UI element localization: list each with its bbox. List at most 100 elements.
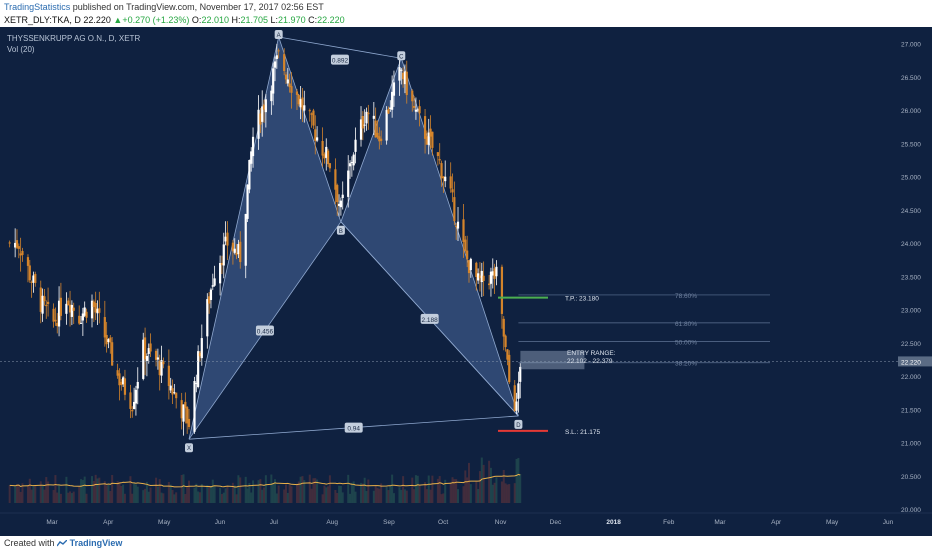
candle-body xyxy=(41,295,44,314)
volume-bar xyxy=(385,486,388,503)
candle-body xyxy=(78,315,81,324)
volume-bar xyxy=(301,476,304,503)
volume-bar xyxy=(295,483,298,503)
candle-body xyxy=(122,377,125,385)
candle-body xyxy=(72,307,75,311)
candle-body xyxy=(272,68,275,94)
volume-bar xyxy=(374,484,377,503)
candle-body xyxy=(451,189,454,193)
candle-body xyxy=(111,342,114,366)
volume-bar xyxy=(231,482,234,503)
volume-bar xyxy=(372,490,375,503)
author-link[interactable]: TradingStatistics xyxy=(4,2,71,12)
candle-body xyxy=(361,116,364,129)
candle-body xyxy=(208,296,211,304)
candle-body xyxy=(469,258,472,271)
candles[interactable] xyxy=(8,43,522,436)
y-tick-label: 25.000 xyxy=(901,175,921,182)
candle-body xyxy=(310,113,313,115)
candle-body xyxy=(198,352,202,357)
volume-bar xyxy=(78,486,81,503)
volume-bar xyxy=(19,491,22,503)
volume-bar xyxy=(491,484,494,503)
volume-bar xyxy=(277,485,280,503)
axes: 27.000 26.500 26.000 25.500 25.000 24.500 24.0… xyxy=(0,42,932,526)
x-tick-label: Oct xyxy=(438,519,448,526)
candle-body xyxy=(385,110,388,141)
candle-body xyxy=(286,79,289,84)
volume-bar xyxy=(186,486,189,503)
harmonic-pattern[interactable] xyxy=(188,35,519,440)
volume-bar xyxy=(488,460,491,503)
candle-body xyxy=(175,392,178,399)
y-tick-label: 21.500 xyxy=(901,407,921,414)
volume-bar xyxy=(111,475,114,503)
candle-body xyxy=(52,308,55,322)
x-tick-label: Feb xyxy=(663,519,675,526)
candle-body xyxy=(231,242,235,252)
volume-bar xyxy=(376,487,379,503)
volume-bar xyxy=(508,484,511,503)
volume-bar xyxy=(398,487,401,503)
candle-body xyxy=(67,300,70,306)
candle-body xyxy=(34,273,37,283)
volume-bar xyxy=(449,482,452,503)
volume-bar xyxy=(17,484,20,503)
candle-body xyxy=(418,106,421,114)
candle-body xyxy=(105,334,108,345)
candle-body xyxy=(387,108,390,114)
candle-body xyxy=(81,313,84,321)
candle-body xyxy=(14,242,17,248)
entry-range-title: ENTRY RANGE: xyxy=(567,350,616,357)
price-axis-panel[interactable] xyxy=(898,27,932,536)
candle-body xyxy=(246,184,249,219)
candle-body xyxy=(21,250,24,255)
candle-body xyxy=(103,317,106,338)
candle-body xyxy=(195,382,198,384)
close-label: C: xyxy=(308,15,318,25)
y-tick-label: 25.500 xyxy=(901,141,921,148)
volume-bar xyxy=(92,481,95,503)
tradingview-brand[interactable]: TradingView xyxy=(69,538,123,548)
candle-body xyxy=(70,304,73,317)
x-tick-label: Dec xyxy=(550,519,562,526)
candle-body xyxy=(19,253,22,256)
y-tick-label: 22.500 xyxy=(901,341,921,348)
volume-bar xyxy=(341,492,344,503)
volume-bar xyxy=(314,478,317,503)
tradingview-logo-icon xyxy=(57,540,68,547)
volume-bar xyxy=(94,474,97,503)
candle-body xyxy=(337,203,341,206)
volume-bar xyxy=(438,476,441,503)
pattern-point-badge xyxy=(397,51,406,61)
y-tick-label: 23.500 xyxy=(901,274,921,281)
x-tick-label: Apr xyxy=(771,519,782,526)
volume-bar xyxy=(28,478,31,503)
candle-body xyxy=(248,159,251,190)
y-tick-label: 20.500 xyxy=(901,474,921,481)
volume-ma-line xyxy=(9,473,521,488)
candle-body xyxy=(167,365,170,386)
candle-body xyxy=(270,90,273,102)
x-tick-label: Jun xyxy=(883,519,894,526)
candle-body xyxy=(32,275,35,283)
candle-body xyxy=(456,221,460,229)
candle-body xyxy=(297,95,300,105)
candle-body xyxy=(398,67,401,81)
pattern-point-badge xyxy=(185,443,193,453)
volume-bar xyxy=(129,476,132,503)
x-tick-label: Mar xyxy=(714,519,726,526)
candle-body xyxy=(43,296,46,302)
volume-bar xyxy=(184,493,187,503)
volume-bar xyxy=(142,490,145,503)
volume-bar xyxy=(109,490,112,503)
volume-bar xyxy=(264,475,267,503)
candle-body xyxy=(56,322,59,327)
candle-body xyxy=(295,91,299,95)
candle-body xyxy=(367,112,370,115)
candle-body xyxy=(380,138,383,141)
chart-title: THYSSENKRUPP AG O.N., D, XETR xyxy=(7,34,140,43)
candle-body xyxy=(425,136,428,145)
volume-bar xyxy=(39,481,42,503)
price-chart[interactable]: 78.60%61.80%50.00%38.20% ENTRY RANGE:22.… xyxy=(0,27,932,536)
